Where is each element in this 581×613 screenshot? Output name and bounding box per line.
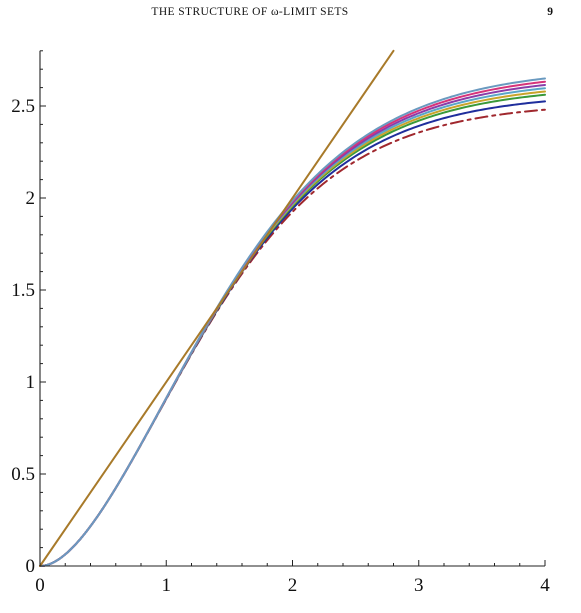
y-tick-label: 0 — [26, 556, 36, 577]
axes-group: 0 1 2 3 4 0 0.5 1 1.5 2 2.5 — [11, 50, 550, 596]
x-tick-label: 0 — [35, 575, 45, 596]
running-head: THE STRUCTURE OF ω-LIMIT SETS 9 — [0, 6, 581, 24]
diagonal-line-series — [39, 49, 395, 567]
curve-series-8 — [39, 77, 546, 567]
curve-series-1 — [39, 108, 546, 567]
x-tick-label: 3 — [414, 575, 424, 596]
y-tick-label: 1 — [26, 372, 36, 393]
x-tick-label: 4 — [540, 575, 550, 596]
curve-series-6 — [39, 83, 546, 567]
page-header-title: THE STRUCTURE OF ω-LIMIT SETS — [151, 6, 349, 18]
y-tick-label: 2.5 — [11, 96, 35, 117]
curve-series-5 — [39, 87, 546, 567]
curve-series-4 — [39, 90, 546, 567]
page-number: 9 — [547, 6, 553, 18]
curve-series-2 — [39, 100, 546, 567]
curve-series-7 — [39, 80, 546, 567]
x-tick-label: 2 — [288, 575, 298, 596]
y-tick-label: 2 — [26, 188, 36, 209]
curve-series-3 — [39, 93, 546, 567]
series-group — [39, 49, 546, 567]
x-tick-label: 1 — [162, 575, 172, 596]
y-tick-label: 1.5 — [11, 280, 35, 301]
y-tick-label: 0.5 — [11, 464, 35, 485]
